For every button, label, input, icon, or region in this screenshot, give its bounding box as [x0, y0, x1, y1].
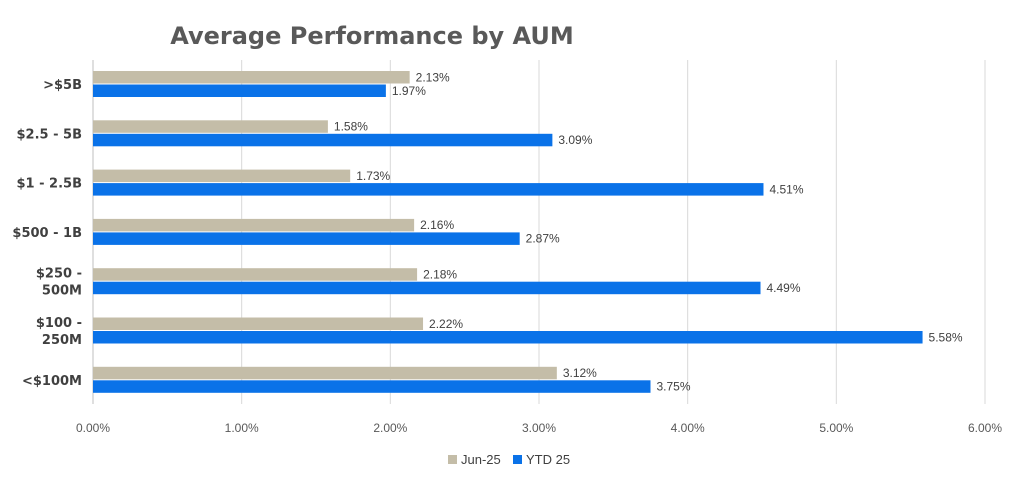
bar-ytd-25: [93, 281, 761, 295]
bar-jun-25: [93, 169, 351, 183]
category-label: >$5B: [43, 78, 82, 93]
gridlines: [92, 60, 986, 404]
data-label: 1.58%: [334, 120, 368, 134]
data-label: 1.97%: [392, 84, 426, 98]
data-label: 1.73%: [356, 169, 390, 183]
x-tick-label: 4.00%: [671, 421, 705, 435]
chart-title: Average Performance by AUM: [170, 22, 574, 50]
bar-jun-25: [93, 120, 328, 133]
legend: Jun-25 YTD 25: [448, 452, 570, 467]
x-tick-label: 6.00%: [968, 421, 1002, 435]
data-label: 4.51%: [769, 182, 803, 196]
data-label: 3.75%: [657, 380, 691, 394]
legend-label: YTD 25: [526, 452, 570, 467]
data-label: 3.09%: [558, 133, 592, 147]
bar-jun-25: [93, 268, 418, 281]
data-label: 2.87%: [526, 232, 560, 246]
data-label: 2.13%: [416, 70, 450, 84]
category-label: $1 - 2.5B: [17, 177, 82, 192]
x-tick-label: 3.00%: [522, 421, 556, 435]
category-label: $500 - 1B: [12, 226, 82, 241]
category-axis: >$5B $2.5 - 5B $1 - 2.5B $500 - 1B $250 -500…: [12, 78, 82, 389]
legend-swatch: [513, 455, 522, 464]
category-label: $100 -250M: [36, 316, 82, 348]
bars: [93, 71, 923, 393]
category-label: $250 -500M: [36, 267, 82, 299]
data-label: 3.12%: [563, 366, 597, 380]
data-label: 4.49%: [767, 281, 801, 295]
data-labels: 2.13%1.97% 1.58% 3.09% 1.73% 4.51% 2.16% 2.87%…: [334, 70, 963, 393]
bar-ytd-25: [93, 84, 386, 97]
bar-ytd-25: [93, 380, 651, 393]
x-tick-label: 5.00%: [819, 421, 853, 435]
bar-jun-25: [93, 366, 557, 380]
bar-ytd-25: [93, 183, 764, 196]
x-tick-label: 1.00%: [225, 421, 259, 435]
x-tick-label: 0.00%: [76, 421, 110, 435]
data-label: 2.18%: [423, 267, 457, 281]
legend-swatch: [448, 455, 457, 464]
legend-label: Jun-25: [461, 452, 501, 467]
bar-ytd-25: [93, 232, 520, 245]
data-label: 5.58%: [929, 330, 963, 344]
bar-ytd-25: [93, 133, 553, 147]
x-tick-label: 2.00%: [373, 421, 407, 435]
bar-jun-25: [93, 71, 410, 84]
bar-jun-25: [93, 317, 424, 330]
category-label: $2.5 - 5B: [17, 127, 82, 142]
category-label: <$100M: [22, 374, 82, 389]
value-axis: 0.00% 1.00% 2.00% 3.00% 4.00% 5.00% 6.00%: [76, 421, 1002, 435]
bar-ytd-25: [93, 331, 923, 344]
data-label: 2.22%: [429, 317, 463, 331]
data-label: 2.16%: [420, 218, 454, 232]
bar-jun-25: [93, 218, 415, 232]
